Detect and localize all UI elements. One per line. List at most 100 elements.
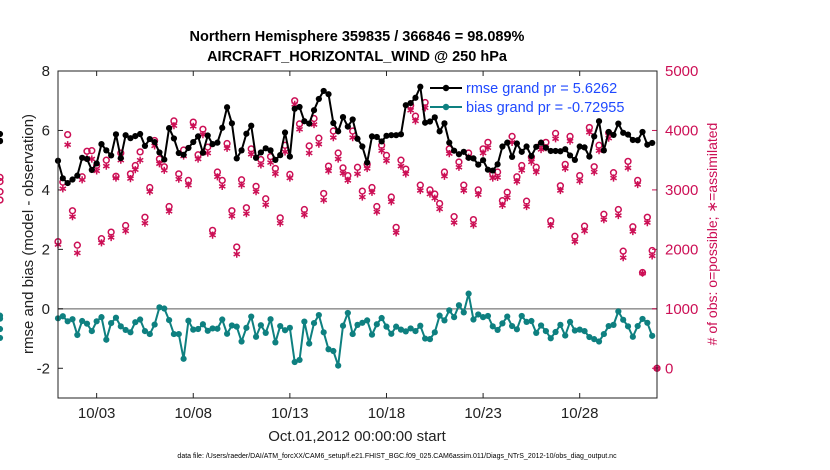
bias-point bbox=[364, 317, 371, 324]
bias-point bbox=[576, 326, 583, 333]
bias-point bbox=[0, 315, 4, 322]
rmse-point bbox=[620, 129, 627, 136]
rmse-point bbox=[576, 143, 583, 150]
obs-assimilated-point bbox=[286, 174, 294, 182]
bias-point bbox=[161, 305, 168, 312]
obs-assimilated-point bbox=[460, 186, 468, 195]
left-y-tick-label: 0 bbox=[42, 301, 50, 318]
legend-rmse-label: rmse grand pr = 5.6262 bbox=[466, 81, 617, 97]
bias-point bbox=[629, 333, 636, 340]
plot-frame bbox=[57, 70, 658, 399]
bias-point bbox=[620, 316, 627, 323]
bias-point bbox=[407, 325, 414, 332]
obs-possible-point bbox=[88, 147, 96, 155]
rmse-point bbox=[629, 136, 636, 144]
bias-point bbox=[383, 323, 390, 330]
rmse-series bbox=[0, 83, 656, 187]
obs-possible-point bbox=[136, 148, 144, 156]
rmse-point bbox=[397, 131, 405, 138]
obs-assimilated-point bbox=[305, 149, 313, 157]
bias-point bbox=[528, 317, 535, 325]
obs-assimilated-point bbox=[614, 211, 622, 220]
obs-assimilated-point bbox=[392, 229, 400, 237]
rmse-point bbox=[166, 124, 173, 132]
rmse-point bbox=[219, 124, 226, 131]
obs-assimilated-point bbox=[102, 162, 110, 170]
bias-point bbox=[190, 326, 197, 333]
right-y-tick-label: 3000 bbox=[665, 182, 698, 199]
bias-series bbox=[0, 290, 656, 369]
obs-assimilated-point bbox=[450, 219, 458, 227]
bias-point bbox=[204, 327, 211, 334]
bias-point bbox=[513, 326, 521, 333]
rmse-point bbox=[310, 107, 318, 114]
obs-assimilated-point bbox=[566, 137, 574, 145]
obs-assimilated-point bbox=[382, 157, 390, 165]
obs-assimilated-point bbox=[518, 166, 526, 174]
bias-point bbox=[277, 322, 284, 330]
rmse-point bbox=[451, 147, 458, 154]
rmse-point bbox=[262, 145, 269, 152]
rmse-point bbox=[494, 161, 501, 168]
plot-background bbox=[58, 71, 657, 398]
obs-assimilated-point bbox=[320, 196, 328, 204]
obs-assimilated-point bbox=[469, 221, 477, 229]
obs-possible-point bbox=[64, 130, 72, 139]
rmse-point bbox=[151, 138, 158, 146]
rmse-point bbox=[566, 152, 574, 159]
bias-point bbox=[615, 308, 622, 315]
bias-point bbox=[451, 314, 458, 321]
obs-assimilated-point bbox=[228, 212, 236, 220]
obs-possible-point bbox=[73, 241, 81, 249]
obs-assimilated-point bbox=[209, 231, 217, 239]
obs-assimilated-point bbox=[131, 166, 139, 174]
right-y-tick-label: 5000 bbox=[665, 63, 698, 80]
bias-point bbox=[600, 330, 607, 338]
rmse-point bbox=[364, 159, 371, 166]
rmse-point bbox=[0, 130, 4, 138]
bias-point bbox=[591, 336, 598, 343]
obs-possible-point bbox=[83, 147, 91, 155]
obs-assimilated-point bbox=[610, 174, 618, 182]
bias-point bbox=[349, 330, 356, 338]
rmse-point bbox=[156, 149, 163, 156]
bias-point bbox=[315, 311, 322, 319]
rmse-point bbox=[402, 102, 409, 109]
rmse-point bbox=[248, 122, 255, 129]
bias-point bbox=[465, 290, 472, 297]
obs-assimilated-point bbox=[556, 186, 564, 195]
bias-point bbox=[64, 318, 71, 325]
rmse-point bbox=[233, 155, 240, 162]
left-y-axis: -2 0 2 4 6 8 bbox=[37, 63, 63, 377]
obs-assimilated-point bbox=[629, 227, 637, 236]
bias-point bbox=[479, 314, 487, 321]
bias-point bbox=[354, 321, 361, 328]
bias-point bbox=[233, 323, 240, 330]
rmse-point bbox=[417, 83, 424, 90]
rmse-point bbox=[431, 114, 438, 121]
bias-point bbox=[156, 304, 163, 311]
bias-point bbox=[595, 338, 603, 345]
obs-possible-point bbox=[624, 157, 632, 166]
rmse-point bbox=[547, 147, 554, 155]
bias-point bbox=[542, 328, 549, 335]
obs-assimilated-point bbox=[315, 140, 323, 148]
rmse-point bbox=[127, 135, 134, 142]
obs-assimilated-point bbox=[112, 174, 120, 182]
bias-point bbox=[166, 317, 173, 324]
bias-point bbox=[644, 319, 651, 326]
bias-point bbox=[243, 324, 250, 331]
bias-point bbox=[83, 320, 91, 327]
bias-point bbox=[393, 323, 400, 330]
bias-point bbox=[455, 302, 463, 309]
x-tick-label: 10/03 bbox=[78, 405, 116, 422]
chart-title-line2: AIRCRAFT_HORIZONTAL_WIND @ 250 hPa bbox=[207, 49, 508, 65]
bias-point bbox=[252, 333, 260, 340]
bias-point bbox=[649, 332, 656, 339]
left-y-axis-label: rmse and bias (model - observation) bbox=[20, 114, 37, 354]
rmse-point bbox=[228, 120, 236, 127]
bias-point bbox=[581, 328, 588, 335]
bias-point bbox=[339, 322, 347, 329]
bias-point bbox=[639, 315, 646, 323]
rmse-point bbox=[373, 133, 380, 141]
